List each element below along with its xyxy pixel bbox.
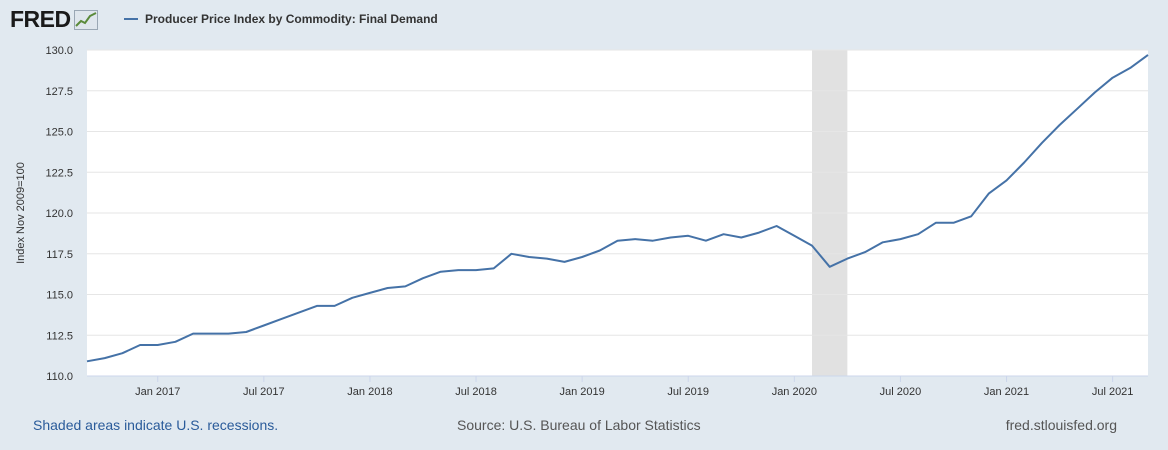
y-tick-label-0: 110.0 [46,371,73,383]
recession-note-link[interactable]: Shaded areas indicate U.S. recessions. [33,417,279,433]
y-tick-label-4: 120.0 [45,208,73,220]
fred-logo-text: FRED [10,6,71,32]
x-tick-label-3: Jul 2018 [455,386,497,398]
graph-icon [73,9,98,30]
axis-layer: 110.0 112.5 115.0 117.5 120.0 122.5 125.0 127.5… [45,45,1148,398]
y-tick-label-7: 127.5 [45,86,73,98]
y-tick-label-5: 122.5 [45,167,73,179]
chart-legend: Producer Price Index by Commodity: Final… [124,12,438,26]
x-tick-label-5: Jul 2019 [667,386,709,398]
series-layer [86,54,1149,363]
y-tick-label-1: 112.5 [46,330,73,342]
x-tick-label-4: Jan 2019 [560,386,605,398]
source-text: Source: U.S. Bureau of Labor Statistics [457,417,701,433]
x-tick-label-7: Jul 2020 [880,386,922,398]
y-tick-label-3: 117.5 [46,249,73,261]
chart[interactable]: 110.0 112.5 115.0 117.5 120.0 122.5 125.0 127.5… [0,0,1168,400]
x-tick-label-1: Jul 2017 [243,386,285,398]
site-link[interactable]: fred.stlouisfed.org [1005,417,1117,433]
fred-logo[interactable]: FRED [10,6,98,33]
y-tick-label-2: 115.0 [46,290,73,302]
series-line-0[interactable] [86,54,1149,363]
x-tick-label-9: Jul 2021 [1092,386,1134,398]
y-tick-label-6: 125.0 [45,127,73,139]
legend-label: Producer Price Index by Commodity: Final… [145,12,438,26]
x-tick-label-8: Jan 2021 [984,386,1029,398]
y-tick-label-8: 130.0 [45,45,73,57]
x-tick-label-6: Jan 2020 [772,386,817,398]
x-tick-label-0: Jan 2017 [135,386,180,398]
grid-layer [87,49,1148,377]
x-tick-label-2: Jan 2018 [347,386,392,398]
legend-swatch [124,18,138,20]
y-axis-label: Index Nov 2009=100 [15,162,27,264]
